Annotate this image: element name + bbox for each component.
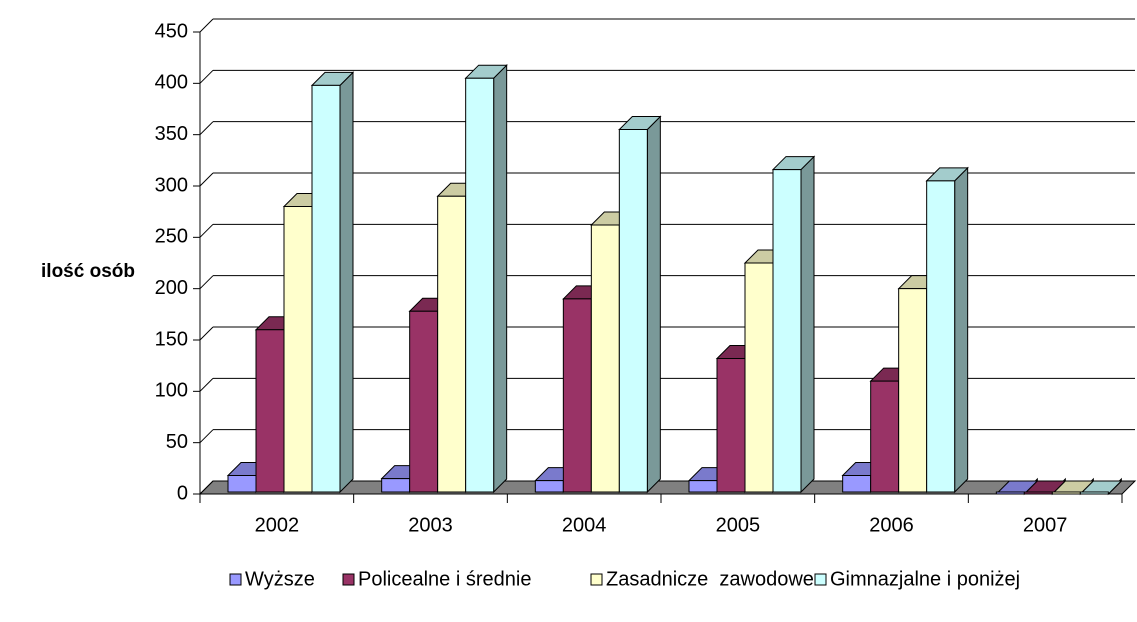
grid-line-side: [199, 326, 214, 341]
bar-face: [1079, 491, 1109, 495]
y-tick-label: 450: [155, 20, 188, 42]
grid-line-side: [199, 18, 214, 33]
bar-face: [646, 115, 661, 494]
bar-face: [744, 262, 774, 493]
bar: [464, 63, 508, 494]
bar-face: [493, 63, 508, 494]
legend-label: Zasadnicze zawodowe: [606, 568, 814, 590]
x-tick-label: 2004: [562, 514, 607, 536]
bar-face: [381, 478, 411, 493]
bar-face: [1051, 491, 1081, 495]
bar: [925, 166, 969, 494]
x-tick-label: 2005: [716, 514, 761, 536]
bar-face: [255, 329, 285, 493]
grid-line-side: [199, 429, 214, 444]
legend-swatch: [229, 573, 242, 586]
y-tick-label: 400: [155, 72, 188, 94]
x-tick-label: 2002: [255, 514, 300, 536]
bar-face: [1023, 491, 1053, 495]
bar-face: [926, 180, 956, 493]
bar: [310, 71, 355, 494]
bar-face: [311, 84, 341, 493]
grid-line-side: [199, 480, 214, 495]
y-tick-label: 350: [155, 123, 188, 145]
bar-face: [870, 380, 900, 493]
bar-face: [590, 224, 620, 493]
bar-face: [995, 491, 1025, 495]
y-axis-label: ilość osób: [41, 261, 135, 282]
bar: [618, 115, 662, 494]
bar-face: [618, 129, 648, 493]
bar-face: [772, 169, 802, 493]
grid-line-side: [199, 377, 214, 392]
bar-face: [409, 310, 439, 493]
x-tick-label: 2003: [408, 514, 453, 536]
grid-line-side: [199, 172, 214, 187]
grid-line-side: [199, 69, 214, 84]
bar-face: [437, 195, 467, 493]
bar-face: [562, 298, 592, 493]
x-tick-label: 2006: [869, 514, 914, 536]
bar-face: [716, 357, 746, 493]
bar: [771, 155, 816, 494]
bar-face: [842, 475, 872, 493]
grid-line-side: [199, 275, 214, 290]
y-tick-label: 150: [155, 328, 188, 350]
bar-face: [534, 480, 564, 493]
y-tick-label: 300: [155, 174, 188, 196]
y-tick-label: 200: [155, 277, 188, 299]
y-tick-label: 50: [166, 431, 188, 453]
bar-face: [688, 480, 718, 493]
y-tick-label: 100: [155, 380, 188, 402]
y-tick-label: 250: [155, 226, 188, 248]
legend-label: Gimnazjalne i poniżej: [830, 568, 1020, 590]
x-tick-label: 2007: [1023, 514, 1068, 536]
bar-face: [283, 206, 313, 493]
y-tick-label: 0: [177, 482, 188, 504]
legend-label: Policealne i średnie: [358, 568, 531, 590]
bar-face: [954, 166, 969, 494]
bar-face: [898, 288, 928, 493]
legend-swatch: [590, 573, 603, 586]
bar-face: [227, 475, 257, 493]
legend-swatch: [814, 573, 827, 586]
bar-face: [339, 71, 354, 494]
grid-line-side: [199, 223, 214, 238]
bar-face: [800, 155, 815, 494]
bar-face: [465, 77, 495, 493]
legend-swatch: [342, 573, 355, 586]
legend-label: Wyższe: [245, 568, 315, 590]
bar: [1079, 477, 1123, 496]
grid-line-side: [199, 121, 214, 136]
